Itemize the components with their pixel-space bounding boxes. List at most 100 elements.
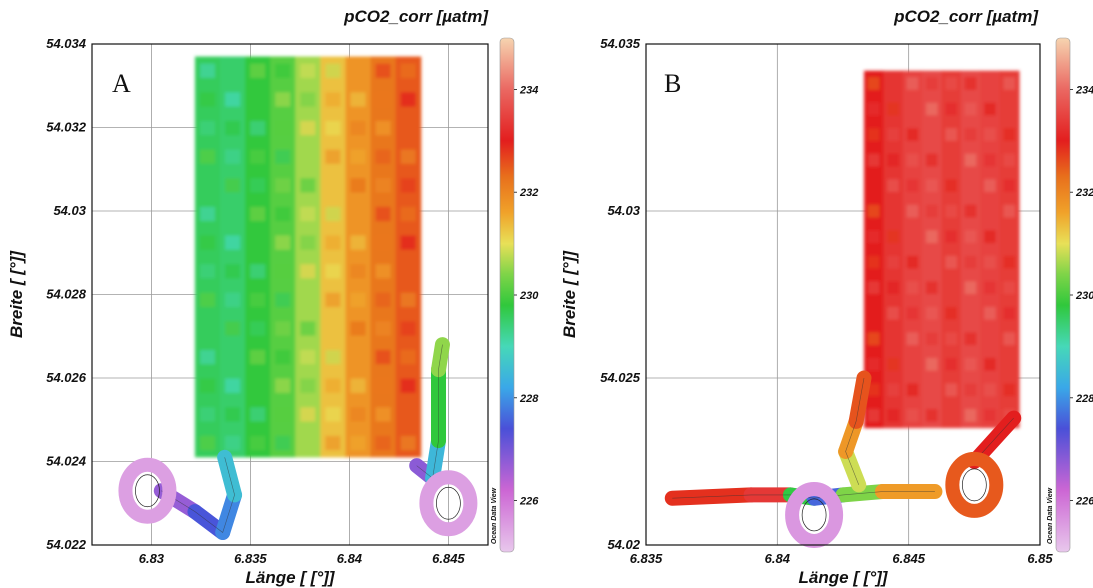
turning-circle-line bbox=[801, 498, 827, 532]
survey-cell bbox=[350, 435, 366, 451]
survey-cell bbox=[887, 230, 899, 244]
survey-cell bbox=[400, 321, 416, 336]
survey-cell bbox=[225, 63, 241, 78]
survey-cell bbox=[250, 206, 266, 222]
track-line bbox=[672, 491, 935, 499]
x-tick-label: 6.835 bbox=[234, 551, 267, 566]
survey-cell bbox=[375, 264, 391, 279]
survey-cell bbox=[325, 321, 341, 336]
survey-cell bbox=[300, 178, 316, 193]
survey-cell bbox=[225, 235, 241, 250]
survey-cell bbox=[325, 206, 341, 222]
survey-cell bbox=[867, 179, 880, 192]
survey-cell bbox=[926, 128, 938, 141]
chart-title: pCO2_corr [µatm] bbox=[343, 7, 489, 26]
y-axis-label: Breite [ [°]] bbox=[7, 250, 26, 338]
x-axis-label: Länge [ [°]] bbox=[246, 568, 336, 587]
colorbar-tick-label: 232 bbox=[1075, 187, 1093, 199]
survey-cell bbox=[984, 153, 996, 167]
survey-cell bbox=[400, 63, 416, 78]
y-tick-label: 54.022 bbox=[46, 537, 87, 552]
survey-cell bbox=[906, 408, 919, 422]
colorbar-tick-label: 226 bbox=[1075, 496, 1093, 508]
survey-cell bbox=[225, 206, 241, 222]
survey-cell bbox=[867, 281, 880, 295]
survey-cell bbox=[225, 120, 241, 136]
survey-cell bbox=[350, 206, 366, 222]
survey-cell bbox=[867, 357, 880, 371]
turning-circle bbox=[785, 481, 844, 548]
survey-cell bbox=[887, 179, 899, 192]
survey-cell bbox=[325, 92, 341, 107]
survey-cell bbox=[906, 281, 919, 295]
survey-cell bbox=[325, 178, 341, 193]
survey-cell bbox=[964, 332, 977, 346]
survey-cell bbox=[275, 407, 291, 422]
survey-cell bbox=[906, 255, 919, 269]
colorbar-tick-label: 234 bbox=[1075, 84, 1093, 96]
survey-column bbox=[960, 70, 981, 429]
survey-cell bbox=[984, 357, 996, 371]
survey-cell bbox=[867, 255, 880, 269]
survey-cell bbox=[1003, 332, 1016, 346]
survey-cell bbox=[400, 407, 416, 422]
survey-cell bbox=[926, 357, 938, 371]
colorbar-tick-label: 226 bbox=[519, 496, 539, 508]
survey-cell bbox=[945, 179, 957, 192]
survey-cell bbox=[945, 128, 957, 141]
survey-cell bbox=[887, 357, 899, 371]
turning-circle bbox=[945, 451, 1004, 518]
survey-cell bbox=[964, 383, 977, 397]
survey-cell bbox=[926, 153, 938, 167]
survey-cell bbox=[300, 63, 316, 78]
y-tick-label: 54.032 bbox=[46, 120, 87, 135]
survey-cell bbox=[906, 102, 919, 116]
survey-cell bbox=[375, 321, 391, 336]
survey-column bbox=[999, 70, 1020, 429]
track-line bbox=[416, 344, 443, 479]
survey-cell bbox=[375, 378, 391, 393]
plot-frame bbox=[91, 43, 489, 546]
survey-cell bbox=[300, 264, 316, 279]
survey-cell bbox=[906, 230, 919, 244]
survey-cell bbox=[1003, 306, 1016, 320]
survey-cell bbox=[926, 408, 938, 422]
survey-cell bbox=[375, 292, 391, 308]
turning-circle-line bbox=[961, 468, 987, 502]
survey-cell bbox=[867, 77, 880, 90]
survey-cell bbox=[350, 292, 366, 308]
survey-cell bbox=[375, 407, 391, 422]
survey-cell bbox=[225, 407, 241, 422]
survey-cell bbox=[945, 357, 957, 371]
survey-cell bbox=[250, 92, 266, 107]
survey-cell bbox=[375, 349, 391, 365]
survey-cell bbox=[400, 435, 416, 451]
survey-cell bbox=[350, 235, 366, 250]
survey-cell bbox=[250, 149, 266, 164]
survey-cell bbox=[325, 435, 341, 451]
y-tick-label: 54.03 bbox=[607, 203, 640, 218]
turning-circle-line bbox=[436, 486, 461, 520]
survey-cell bbox=[350, 349, 366, 365]
survey-cell bbox=[964, 230, 977, 244]
survey-cell bbox=[275, 206, 291, 222]
survey-cell bbox=[887, 128, 899, 141]
survey-cell bbox=[325, 149, 341, 164]
plot-frame bbox=[645, 43, 1041, 546]
survey-area bbox=[864, 70, 1020, 429]
survey-cell bbox=[964, 179, 977, 192]
survey-cell bbox=[887, 102, 899, 116]
survey-cell bbox=[1003, 230, 1016, 244]
survey-cell bbox=[325, 407, 341, 422]
survey-cell bbox=[275, 149, 291, 164]
y-tick-label: 54.026 bbox=[46, 370, 87, 385]
survey-cell bbox=[964, 128, 977, 141]
survey-cell bbox=[1003, 383, 1016, 397]
survey-cell bbox=[250, 435, 266, 451]
survey-cell bbox=[375, 435, 391, 451]
survey-cell bbox=[225, 264, 241, 279]
survey-cell bbox=[375, 120, 391, 136]
survey-cell bbox=[906, 306, 919, 320]
survey-cell bbox=[1003, 204, 1016, 218]
